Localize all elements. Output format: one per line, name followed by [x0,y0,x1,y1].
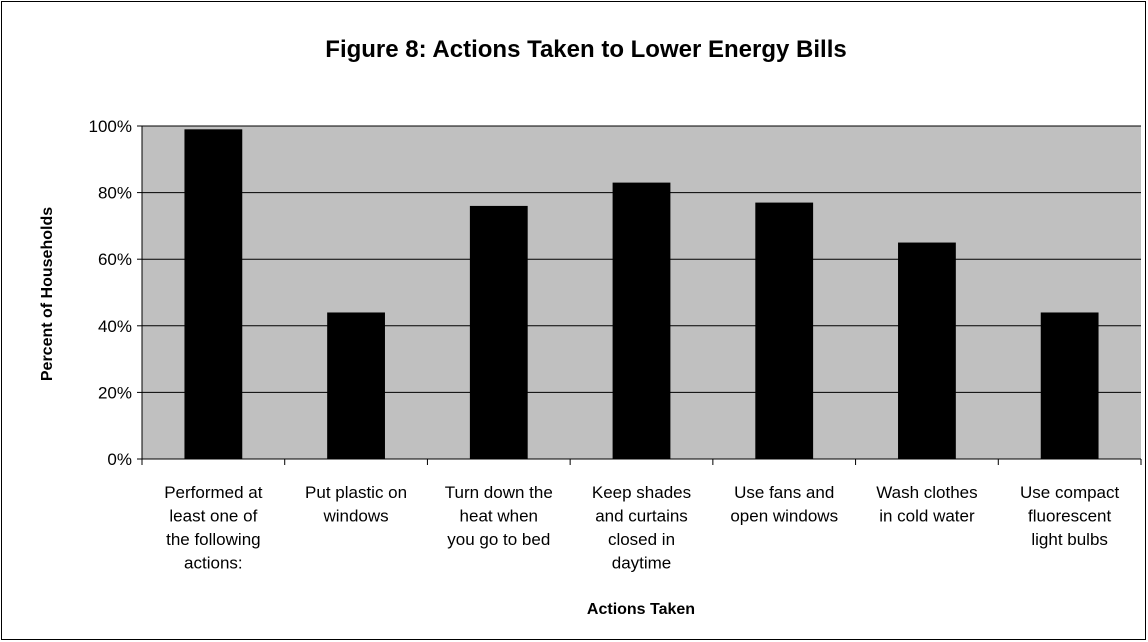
y-tick-label: 0% [107,450,132,469]
bar [612,182,671,460]
bar [469,205,528,459]
x-tick-label: Put plastic on windows [305,483,407,526]
bar [184,129,243,459]
x-tick-label: Turn down the heat when you go to bed [445,483,553,549]
y-axis-title: Percent of Households [39,207,56,381]
x-tick-label: Use fans and open windows [730,483,838,526]
bar [898,242,956,459]
x-tick-label: Wash clothes in cold water [876,483,977,526]
x-tick-label: Keep shades and curtains closed in daytime [592,483,691,573]
y-tick-label: 80% [98,184,132,203]
y-tick-label: 40% [98,317,132,336]
x-axis-title: Actions Taken [587,601,695,618]
x-tick-label: Use compact fluorescent light bulbs [1020,483,1119,549]
x-tick-label: Performed at least one of the following act… [164,483,263,573]
bar [327,312,385,459]
y-tick-label: 60% [98,250,132,269]
y-tick-label: 100% [89,117,132,136]
y-tick-label: 20% [98,383,132,402]
bar [755,202,814,459]
chart-title: Figure 8: Actions Taken to Lower Energy … [325,36,846,63]
bar [1040,312,1099,459]
